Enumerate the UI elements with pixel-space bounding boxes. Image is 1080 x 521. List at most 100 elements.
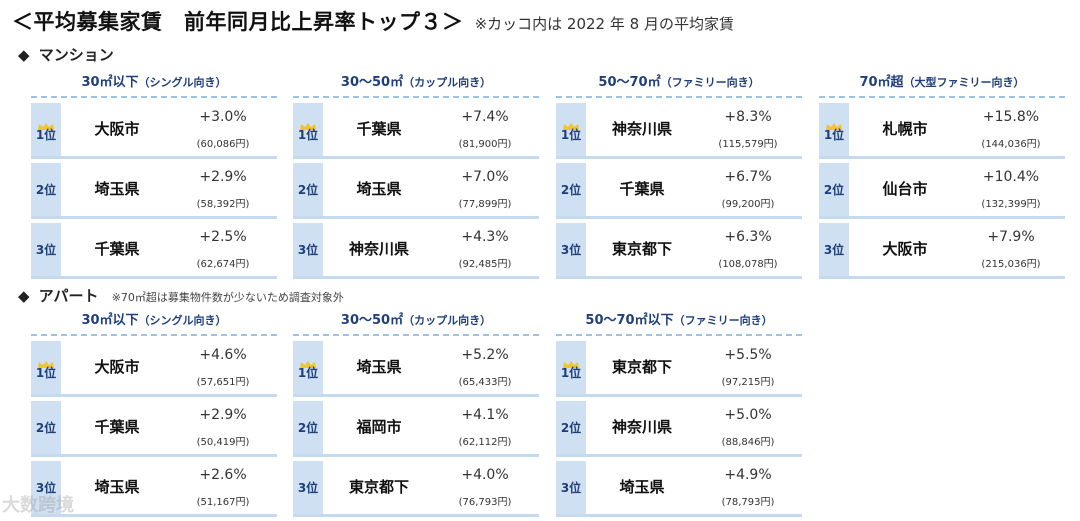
section-header-apartment: ◆ アパート ※70㎡超は募集物件数が少ないため調査対象外 <box>18 285 344 306</box>
ranking-row: 1位 千葉県 +7.4% (81,900円) <box>293 103 539 159</box>
increase-rate: +6.3% <box>724 229 772 245</box>
rank-cell: 3位 <box>31 461 61 514</box>
title-note: ※カッコ内は 2022 年 8 月の平均家賃 <box>474 15 734 33</box>
ranking-card: 30㎡以下（シングル向き） 1位 大阪市 +3.0% (60,086円) 2位 埼玉県 +2.… <box>31 72 277 283</box>
ranking-row: 1位 東京都下 +5.5% (97,215円) <box>556 341 802 397</box>
increase-rate: +5.2% <box>461 347 509 363</box>
ranking-row: 2位 仙台市 +10.4% (132,399円) <box>819 163 1065 219</box>
size-range: 30㎡以下 <box>81 75 139 90</box>
card-header: 30～50㎡（カップル向き） <box>293 72 539 98</box>
increase-rate: +7.4% <box>461 109 509 125</box>
area-name: 埼玉県 <box>619 478 665 496</box>
card-header: 30㎡以下（シングル向き） <box>31 72 277 98</box>
title-main: ＜平均募集家賃 前年同月比上昇率トップ３＞ <box>12 10 464 34</box>
average-rent: (51,167円) <box>196 497 250 508</box>
size-range: 50～70㎡以下 <box>585 313 674 328</box>
crown-icon <box>299 116 317 130</box>
section-label: アパート <box>38 287 99 305</box>
area-name: 神奈川県 <box>611 120 672 138</box>
average-rent: (57,651円) <box>196 377 250 388</box>
ranking-row: 1位 大阪市 +4.6% (57,651円) <box>31 341 277 397</box>
rank-label: 2位 <box>823 183 845 197</box>
card-header: 50～70㎡（ファミリー向き） <box>556 72 802 98</box>
increase-rate: +5.5% <box>724 347 772 363</box>
rank-label: 2位 <box>35 421 57 435</box>
ranking-row: 2位 福岡市 +4.1% (62,112円) <box>293 401 539 457</box>
average-rent: (144,036円) <box>981 139 1041 150</box>
area-name: 神奈川県 <box>611 418 672 436</box>
ranking-row: 3位 神奈川県 +4.3% (92,485円) <box>293 223 539 279</box>
rank-label: 3位 <box>560 243 582 257</box>
section-label: マンション <box>38 46 114 64</box>
rank-cell: 1位 <box>556 341 586 394</box>
rank-label: 3位 <box>35 243 57 257</box>
average-rent: (62,674円) <box>196 259 250 270</box>
increase-rate: +4.1% <box>461 407 509 423</box>
average-rent: (97,215円) <box>721 377 775 388</box>
target-type: （ファミリー向き） <box>660 76 760 89</box>
area-name: 仙台市 <box>882 180 928 198</box>
rank-cell: 2位 <box>819 163 849 216</box>
increase-rate: +4.6% <box>199 347 247 363</box>
area-name: 埼玉県 <box>356 358 402 376</box>
rank-label: 2位 <box>560 421 582 435</box>
target-type: （シングル向き） <box>138 314 227 327</box>
area-name: 千葉県 <box>94 418 140 436</box>
average-rent: (50,419円) <box>196 437 250 448</box>
rank-cell: 3位 <box>31 223 61 276</box>
area-name: 東京都下 <box>611 358 672 376</box>
rank-label: 1位 <box>297 366 319 380</box>
target-type: （ファミリー向き） <box>673 314 773 327</box>
increase-rate: +3.0% <box>199 109 247 125</box>
ranking-card: 30～50㎡（カップル向き） 1位 埼玉県 +5.2% (65,433円) 2位 福岡市 +4… <box>293 310 539 521</box>
ranking-card: 30㎡以下（シングル向き） 1位 大阪市 +4.6% (57,651円) 2位 千葉県 +2.… <box>31 310 277 521</box>
target-type: （カップル向き） <box>403 314 492 327</box>
rank-cell: 1位 <box>293 341 323 394</box>
ranking-card: 50～70㎡（ファミリー向き） 1位 神奈川県 +8.3% (115,579円) 2位 千葉… <box>556 72 802 283</box>
average-rent: (132,399円) <box>981 199 1041 210</box>
increase-rate: +2.9% <box>199 407 247 423</box>
increase-rate: +4.3% <box>461 229 509 245</box>
ranking-card: 70㎡超（大型ファミリー向き） 1位 札幌市 +15.8% (144,036円) 2位 仙台… <box>819 72 1065 283</box>
rank-cell: 2位 <box>31 163 61 216</box>
average-rent: (88,846円) <box>721 437 775 448</box>
rank-cell: 2位 <box>293 401 323 454</box>
average-rent: (115,579円) <box>718 139 778 150</box>
rank-label: 2位 <box>297 421 319 435</box>
increase-rate: +2.5% <box>199 229 247 245</box>
increase-rate: +7.0% <box>461 169 509 185</box>
increase-rate: +4.0% <box>461 467 509 483</box>
diamond-icon: ◆ <box>18 46 30 64</box>
rank-label: 1位 <box>297 128 319 142</box>
rank-label: 3位 <box>297 243 319 257</box>
increase-rate: +4.9% <box>724 467 772 483</box>
card-header: 50～70㎡以下（ファミリー向き） <box>556 310 802 336</box>
rank-label: 3位 <box>823 243 845 257</box>
size-range: 30㎡以下 <box>81 313 139 328</box>
rank-cell: 3位 <box>819 223 849 276</box>
rank-cell: 2位 <box>31 401 61 454</box>
rank-cell: 1位 <box>293 103 323 156</box>
increase-rate: +6.7% <box>724 169 772 185</box>
ranking-row: 2位 埼玉県 +2.9% (58,392円) <box>31 163 277 219</box>
rank-cell: 1位 <box>31 341 61 394</box>
crown-icon <box>299 354 317 368</box>
rank-label: 3位 <box>35 481 57 495</box>
area-name: 札幌市 <box>882 120 928 138</box>
area-name: 千葉県 <box>94 240 140 258</box>
area-name: 東京都下 <box>348 478 409 496</box>
increase-rate: +8.3% <box>724 109 772 125</box>
area-name: 東京都下 <box>611 240 672 258</box>
rank-cell: 1位 <box>556 103 586 156</box>
increase-rate: +10.4% <box>982 169 1040 185</box>
increase-rate: +15.8% <box>982 109 1040 125</box>
target-type: （大型ファミリー向き） <box>903 76 1025 89</box>
ranking-row: 1位 神奈川県 +8.3% (115,579円) <box>556 103 802 159</box>
ranking-row: 2位 埼玉県 +7.0% (77,899円) <box>293 163 539 219</box>
ranking-row: 1位 札幌市 +15.8% (144,036円) <box>819 103 1065 159</box>
card-header: 30～50㎡（カップル向き） <box>293 310 539 336</box>
ranking-row: 3位 大阪市 +7.9% (215,036円) <box>819 223 1065 279</box>
rank-label: 1位 <box>823 128 845 142</box>
average-rent: (215,036円) <box>981 259 1041 270</box>
average-rent: (108,078円) <box>718 259 778 270</box>
